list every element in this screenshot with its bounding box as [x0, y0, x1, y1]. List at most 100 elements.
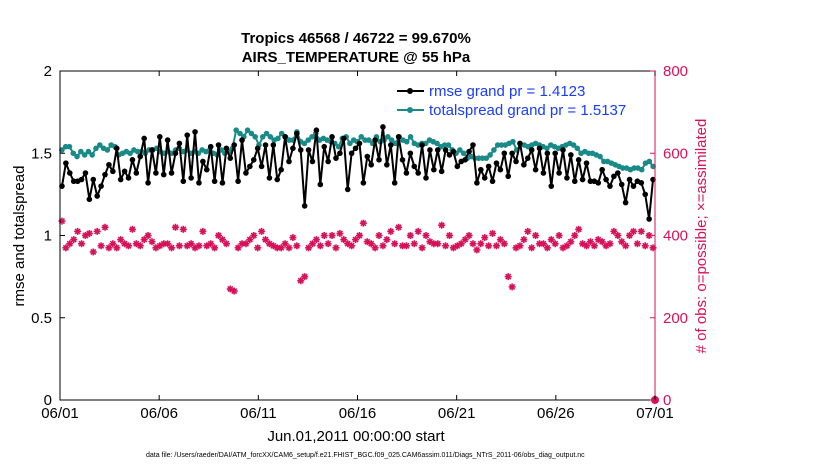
y-axis-right: 0 200 400 600 800: [650, 63, 688, 409]
obs-point-d2: [520, 236, 527, 243]
obs-point: [489, 229, 497, 237]
totalspread-point: [460, 150, 467, 157]
obs-point: [622, 242, 630, 250]
rmse-point: [176, 140, 183, 147]
obs-point: [520, 236, 528, 244]
rmse-point: [254, 145, 261, 152]
rmse-point: [571, 178, 578, 185]
obs-point-d2: [211, 244, 218, 251]
rmse-point: [376, 157, 382, 163]
obs-point-d2: [90, 248, 97, 256]
totalspread-point: [646, 158, 653, 165]
rmse-point: [407, 150, 414, 157]
y-left-tick-label: 0.5: [31, 310, 52, 327]
legend-spread-label: totalspread grand pr = 1.5137: [429, 102, 626, 119]
totalspread-point: [89, 152, 96, 158]
rmse-point: [286, 158, 292, 165]
obs-point: [250, 232, 258, 239]
x-tick-label: 06/16: [339, 405, 377, 422]
obs-point-d2: [618, 238, 625, 245]
rmse-point: [215, 142, 222, 148]
rmse-point: [638, 180, 645, 186]
obs-point-d2: [223, 240, 230, 247]
totalspread-point: [491, 147, 497, 153]
obs-point-d2: [360, 220, 367, 227]
rmse-point: [415, 170, 421, 176]
obs-point-d2: [591, 242, 598, 249]
obs-point: [516, 242, 524, 250]
obs-point-d2: [379, 242, 387, 249]
obs-point-d2: [348, 242, 355, 249]
rmse-point: [82, 170, 89, 176]
obs-point: [371, 244, 379, 252]
obs-point-d2: [356, 232, 363, 239]
y-right-tick-label: 200: [663, 310, 688, 327]
rmse-point: [274, 176, 281, 183]
obs-point-d2: [469, 240, 477, 247]
obs-point: [74, 227, 82, 235]
obs-point: [171, 223, 179, 231]
obs-point-d2: [465, 232, 473, 239]
obs-point: [113, 244, 121, 252]
obs-point-d2: [622, 242, 629, 249]
obs-point-d2: [544, 244, 551, 251]
totalspread-point: [237, 130, 243, 137]
obs-point-d2: [117, 236, 124, 243]
x-tick-label: 06/21: [438, 405, 476, 422]
obs-point-d2: [344, 240, 351, 247]
obs-point: [629, 227, 637, 235]
totalspread-point: [259, 134, 266, 140]
x-axis-label: Jun.01,2011 00:00:00 start: [267, 428, 445, 445]
rmse-point: [78, 176, 85, 183]
rmse-point: [611, 173, 617, 180]
totalspread-point: [96, 142, 103, 148]
obs-point-d2: [438, 222, 445, 229]
y-right-tick-label: 800: [663, 63, 688, 80]
obs-point: [485, 242, 493, 250]
rmse-point: [395, 134, 402, 140]
rmse-point: [145, 180, 151, 186]
rmse-point: [434, 147, 441, 153]
obs-point: [89, 248, 97, 256]
rmse-point: [149, 147, 155, 153]
obs-point: [492, 242, 500, 250]
obs-point: [230, 287, 238, 295]
legend-rmse-marker: [407, 88, 413, 94]
rmse-point: [564, 175, 570, 181]
obs-point: [348, 242, 356, 250]
x-tick-label: 06/11: [240, 405, 276, 422]
obs-point: [445, 232, 453, 239]
obs-point: [551, 240, 559, 248]
obs-point-d2: [293, 242, 300, 249]
rmse-point: [329, 134, 335, 140]
obs-point-d2: [285, 244, 293, 251]
obs-point-d2: [133, 240, 140, 247]
totalspread-point: [385, 134, 391, 140]
rmse-point: [321, 143, 328, 150]
obs-point-d2: [164, 240, 171, 247]
x-tick-label: 06/01: [41, 405, 79, 422]
obs-point-d2: [485, 242, 492, 249]
x-tick-label: 06/26: [537, 405, 575, 422]
x-axis: 06/01 06/06 06/11 06/16 06/21 06/26 07/01: [41, 71, 674, 422]
rmse-point: [618, 181, 625, 188]
obs-point-d2: [148, 238, 156, 245]
obs-point: [375, 232, 383, 239]
totalspread-point: [104, 147, 111, 153]
obs-point-d2: [368, 240, 375, 247]
rmse-point: [372, 137, 378, 143]
rmse-point: [403, 170, 410, 176]
rmse-point: [560, 147, 566, 153]
obs-point-d2: [532, 232, 539, 239]
legend: rmse grand pr = 1.4123 totalspread grand…: [397, 83, 626, 119]
rmse-point: [497, 166, 504, 173]
rmse-point: [180, 178, 187, 185]
obs-point-d2: [301, 273, 308, 280]
obs-point-d2: [129, 226, 136, 233]
obs-point-d2: [289, 234, 296, 241]
rmse-point: [442, 147, 449, 153]
obs-point-d2: [434, 240, 441, 247]
obs-point-d2: [282, 240, 289, 247]
obs-point-d2: [638, 228, 645, 235]
totalspread-point: [388, 137, 395, 143]
